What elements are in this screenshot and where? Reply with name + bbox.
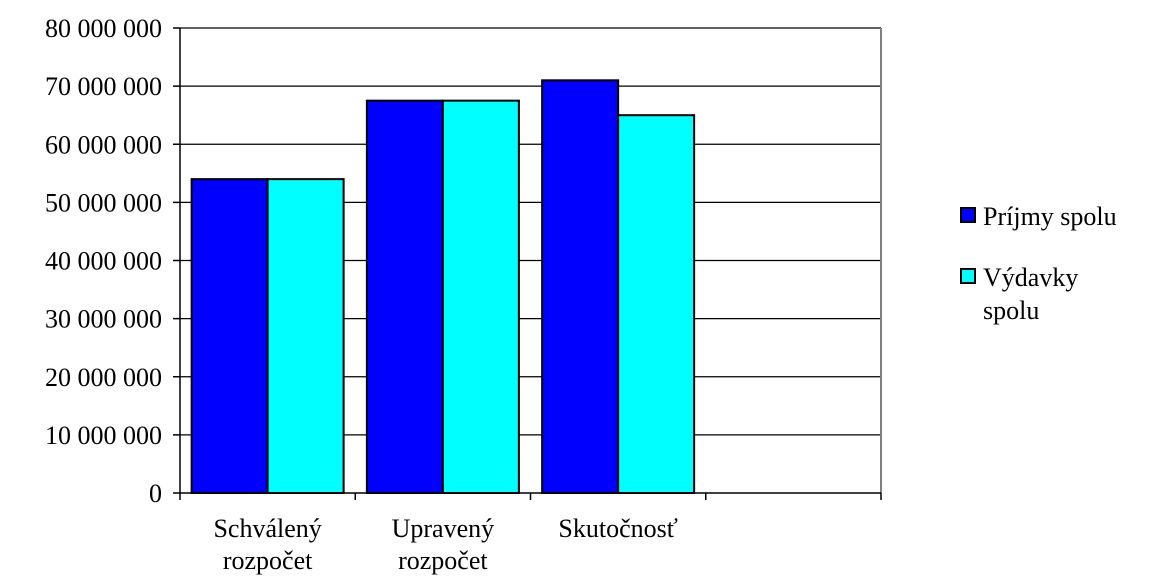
x-category-labels: Schválený rozpočet Upravený rozpočet Skutočn… [213, 514, 677, 575]
legend-label: Výdavky spolu [983, 263, 1078, 325]
bar [441, 99, 520, 494]
y-tick-label: 10 000 000 [45, 421, 162, 450]
y-tick-labels: 0 10 000 000 20 000 000 30 000 000 40 000 00… [45, 14, 162, 508]
bar [541, 79, 620, 494]
legend: Príjmy spolu Výdavky spolu [960, 202, 1117, 325]
y-tick-label: 50 000 000 [45, 188, 162, 217]
y-tick-label: 20 000 000 [45, 363, 162, 392]
x-category-label: Schválený rozpočet [213, 514, 321, 575]
legend-label: Príjmy spolu [983, 202, 1117, 231]
y-tick-label: 40 000 000 [45, 247, 162, 276]
bars [190, 79, 696, 494]
y-tick-label: 70 000 000 [45, 72, 162, 101]
x-category-label: Upravený rozpočet [392, 514, 495, 575]
bar [617, 114, 696, 494]
x-category-label: Skutočnosť [558, 514, 677, 543]
legend-swatch [960, 268, 976, 284]
legend-swatch [960, 207, 976, 223]
y-tick-label: 60 000 000 [45, 130, 162, 159]
axes [173, 27, 882, 500]
bar [190, 178, 269, 494]
bar [266, 178, 345, 494]
y-tick-label: 0 [149, 479, 162, 508]
y-tick-label: 80 000 000 [45, 14, 162, 43]
bar [365, 99, 444, 494]
y-tick-label: 30 000 000 [45, 305, 162, 334]
